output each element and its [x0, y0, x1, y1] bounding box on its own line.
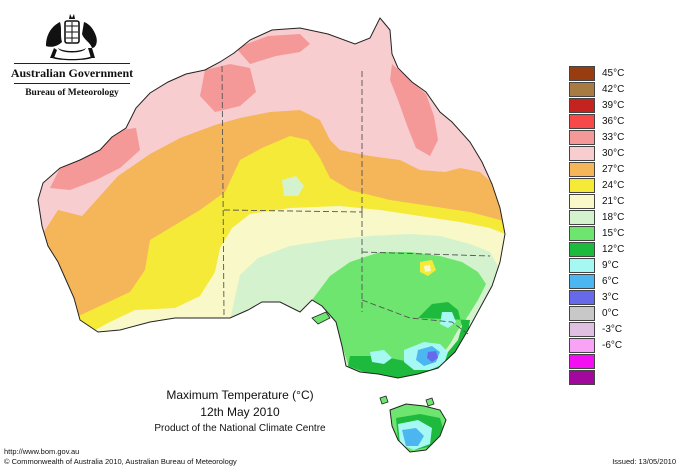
legend-label: 12°C [602, 244, 625, 255]
zone-18c-centre [282, 176, 304, 196]
legend-swatch [569, 322, 595, 337]
legend-swatch [569, 114, 595, 129]
legend-label: -6°C [602, 340, 623, 351]
map-title: Maximum Temperature (°C) [166, 388, 314, 402]
divider [14, 63, 130, 64]
copyright-notice: © Commonwealth of Australia 2010, Austra… [4, 457, 237, 466]
legend-row: 0°C [569, 306, 635, 322]
zone-27c-tip [394, 40, 406, 58]
legend-label: 18°C [602, 212, 625, 223]
legend-label: 15°C [602, 228, 625, 239]
legend-row: 30°C [569, 146, 635, 162]
zone-33c-capeyork [390, 64, 438, 156]
legend-swatch [569, 66, 595, 81]
legend-swatch [569, 178, 595, 193]
legend-swatch [569, 162, 595, 177]
zone-21c-pocket [424, 265, 431, 272]
legend-row: 33°C [569, 130, 635, 146]
legend-row: 9°C [569, 258, 635, 274]
legend-label: 39°C [602, 100, 625, 111]
legend-row: 45°C [569, 66, 635, 82]
divider [14, 83, 130, 84]
legend-label: 42°C [602, 84, 625, 95]
legend-swatch [569, 290, 595, 305]
legend-row: -3°C [569, 322, 635, 338]
tasmania-zones [390, 404, 446, 452]
zone-9c-west [370, 350, 392, 364]
legend-swatch [569, 242, 595, 257]
zone-33c-kimberley [200, 64, 256, 112]
legend-row: 12°C [569, 242, 635, 258]
legend-label: 33°C [602, 132, 625, 143]
legend-row: 18°C [569, 210, 635, 226]
legend-label: 3°C [602, 292, 619, 303]
legend-row [569, 370, 635, 386]
legend-row: -6°C [569, 338, 635, 354]
legend-label: 27°C [602, 164, 625, 175]
flinders-island [425, 397, 435, 407]
temperature-legend: 45°C 42°C 39°C 36°C 33°C 30°C 27°C 24°C 21°C 18°C… [569, 66, 635, 386]
legend-swatch [569, 338, 595, 353]
legend-row: 42°C [569, 82, 635, 98]
mainland-zones [38, 18, 505, 378]
legend-row: 24°C [569, 178, 635, 194]
legend-label: 30°C [602, 148, 625, 159]
legend-label: -3°C [602, 324, 623, 335]
mainland-coastline [37, 17, 506, 379]
legend-swatch [569, 306, 595, 321]
legend-swatch [569, 210, 595, 225]
legend-label: 0°C [602, 308, 619, 319]
legend-label: 6°C [602, 276, 619, 287]
legend-swatch [569, 370, 595, 385]
legend-row: 36°C [569, 114, 635, 130]
legend-swatch [569, 226, 595, 241]
state-borders [221, 65, 491, 335]
legend-swatch [569, 258, 595, 273]
bureau-name: Bureau of Meteorology [25, 88, 119, 98]
legend-row: 39°C [569, 98, 635, 114]
issued-date: Issued: 13/05/2010 [612, 457, 676, 466]
legend-row: 27°C [569, 162, 635, 178]
tasmania-coastline [389, 403, 447, 453]
map-title-block: Maximum Temperature (°C) 12th May 2010 P… [120, 387, 360, 437]
legend-swatch [569, 82, 595, 97]
website-url[interactable]: http://www.bom.gov.au [4, 447, 80, 456]
legend-row: 3°C [569, 290, 635, 306]
legend-swatch [569, 274, 595, 289]
legend-row: 21°C [569, 194, 635, 210]
legend-swatch [569, 130, 595, 145]
legend-swatch [569, 146, 595, 161]
government-name: Australian Government [10, 66, 134, 80]
tas-zone-6c [402, 428, 424, 446]
legend-swatch [569, 98, 595, 113]
zone-33c-pilbara [50, 128, 140, 190]
legend-label: 21°C [602, 196, 625, 207]
king-island [379, 395, 389, 405]
legend-row: 6°C [569, 274, 635, 290]
map-subtitle: Product of the National Climate Centre [154, 423, 326, 434]
kangaroo-island [311, 311, 331, 325]
government-branding: Australian Government Bureau of Meteorol… [10, 61, 134, 100]
legend-swatch [569, 194, 595, 209]
legend-label: 36°C [602, 116, 625, 127]
legend-row: 15°C [569, 226, 635, 242]
map-date: 12th May 2010 [200, 405, 280, 419]
legend-label: 45°C [602, 68, 625, 79]
coat-of-arms-icon [46, 14, 97, 61]
zone-9c-highland-a [440, 312, 456, 328]
legend-row [569, 354, 635, 370]
legend-label: 24°C [602, 180, 625, 191]
legend-label: 9°C [602, 260, 619, 271]
legend-swatch [569, 354, 595, 369]
zone-3c-alps [427, 351, 438, 362]
zone-33c-north [236, 34, 310, 64]
